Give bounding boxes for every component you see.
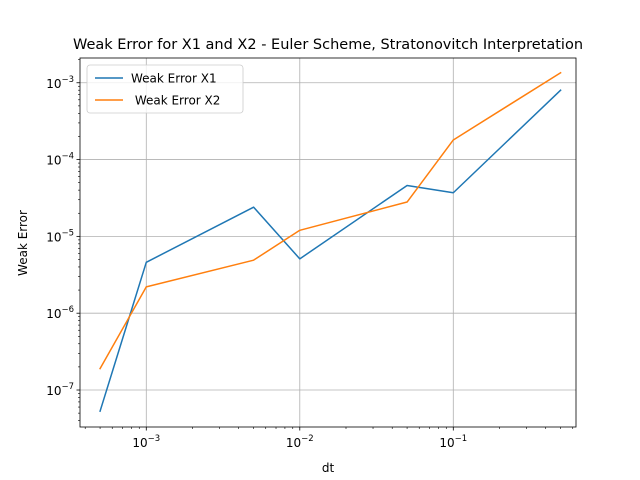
x-tick-label-exponent: −3	[148, 434, 161, 444]
x-tick-label-base: 10	[132, 436, 147, 450]
chart-title: Weak Error for X1 and X2 - Euler Scheme,…	[73, 37, 583, 53]
series-lines	[99, 71, 562, 413]
y-tick-label-base: 10	[46, 384, 61, 398]
y-tick-label-base: 10	[46, 307, 61, 321]
x-tick-label: 10−1	[439, 434, 467, 450]
y-tick-label: 10−3	[46, 75, 74, 91]
y-tick-label: 10−4	[46, 152, 74, 168]
y-tick-label-base: 10	[46, 154, 61, 168]
y-tick-label-exponent: −6	[61, 305, 74, 315]
axis-ticks: 10−3 10−2 10−110−710−610−510−410−3	[46, 59, 574, 450]
y-tick-label-exponent: −3	[61, 75, 74, 85]
y-tick-label: 10−5	[46, 228, 74, 244]
legend-box	[86, 64, 244, 114]
legend-label-x1: Weak Error X1	[131, 72, 217, 86]
x-tick-label: 10−3	[132, 434, 160, 450]
plot-frame	[79, 57, 577, 428]
y-tick-label: 10−6	[46, 305, 74, 321]
legend: Weak Error X1 Weak Error X2	[86, 64, 244, 114]
y-axis-label: Weak Error	[16, 210, 30, 276]
series-line-x2	[99, 71, 562, 370]
x-tick-label-base: 10	[286, 436, 301, 450]
series-line-x1	[99, 89, 562, 413]
x-axis-label: dt	[322, 461, 335, 475]
y-tick-label-base: 10	[46, 230, 61, 244]
y-tick-label: 10−7	[46, 382, 74, 398]
y-tick-label-exponent: −7	[61, 382, 74, 392]
x-tick-label-base: 10	[439, 436, 454, 450]
legend-label-x2: Weak Error X2	[131, 94, 220, 108]
x-tick-label: 10−2	[286, 434, 314, 450]
y-tick-label-base: 10	[46, 77, 61, 91]
y-tick-label-exponent: −4	[61, 152, 74, 162]
y-tick-label-exponent: −5	[61, 228, 74, 238]
x-tick-label-exponent: −1	[455, 434, 468, 444]
x-tick-label-exponent: −2	[301, 434, 314, 444]
